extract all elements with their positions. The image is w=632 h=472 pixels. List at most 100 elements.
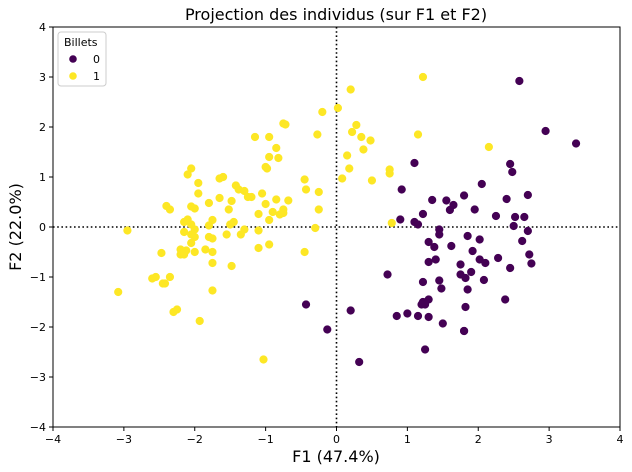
legend-marker-1 bbox=[69, 72, 77, 80]
data-point-series-1 bbox=[187, 164, 196, 173]
data-point-series-0 bbox=[468, 246, 477, 256]
data-point-series-1 bbox=[274, 153, 283, 163]
data-point-series-1 bbox=[194, 189, 203, 198]
data-point-series-0 bbox=[525, 250, 534, 259]
x-tick-label: 0 bbox=[333, 433, 340, 446]
data-point-series-0 bbox=[442, 196, 451, 205]
x-tick-label: −3 bbox=[116, 433, 132, 446]
data-point-series-0 bbox=[477, 179, 486, 189]
data-point-series-0 bbox=[509, 221, 518, 231]
data-point-series-0 bbox=[470, 205, 479, 214]
data-point-series-1 bbox=[222, 230, 231, 239]
data-point-series-1 bbox=[343, 151, 352, 160]
data-point-series-1 bbox=[357, 132, 366, 142]
data-point-series-1 bbox=[284, 196, 293, 205]
data-point-series-0 bbox=[447, 241, 456, 251]
legend-label-0: 0 bbox=[93, 53, 100, 66]
data-point-series-0 bbox=[493, 253, 503, 263]
data-point-series-0 bbox=[502, 194, 511, 204]
data-point-series-1 bbox=[208, 258, 217, 268]
data-point-series-1 bbox=[208, 247, 217, 257]
data-point-series-0 bbox=[571, 139, 581, 148]
data-point-series-1 bbox=[240, 186, 249, 196]
data-point-series-1 bbox=[418, 72, 428, 82]
data-point-series-1 bbox=[208, 234, 217, 243]
data-point-series-1 bbox=[227, 261, 236, 271]
data-point-series-0 bbox=[523, 190, 532, 200]
data-point-series-0 bbox=[301, 300, 311, 309]
data-point-series-1 bbox=[215, 174, 224, 183]
data-point-series-1 bbox=[261, 199, 270, 209]
x-tick-label: 3 bbox=[546, 433, 553, 446]
data-point-series-1 bbox=[318, 107, 327, 117]
series-1 bbox=[114, 72, 493, 364]
data-point-series-0 bbox=[396, 215, 405, 224]
chart-title: Projection des individus (sur F1 et F2) bbox=[185, 5, 487, 24]
data-point-series-0 bbox=[459, 326, 469, 336]
data-point-series-0 bbox=[508, 167, 517, 177]
data-point-series-0 bbox=[424, 237, 433, 247]
x-axis: −4 −3 −2 −1 0 1 2 3 4 bbox=[45, 427, 624, 446]
x-tick-label: 2 bbox=[475, 433, 482, 446]
data-point-series-0 bbox=[323, 325, 332, 334]
data-point-series-1 bbox=[190, 247, 199, 257]
y-tick-label: −4 bbox=[30, 421, 46, 434]
data-point-series-1 bbox=[338, 174, 347, 183]
data-point-series-1 bbox=[333, 103, 343, 113]
data-point-series-1 bbox=[204, 221, 214, 230]
data-point-series-1 bbox=[201, 245, 210, 254]
data-point-series-0 bbox=[501, 295, 510, 304]
data-point-series-1 bbox=[148, 274, 157, 283]
data-point-series-0 bbox=[428, 195, 437, 205]
data-point-series-1 bbox=[204, 198, 214, 208]
data-point-series-0 bbox=[475, 235, 484, 244]
data-point-series-0 bbox=[523, 226, 532, 236]
x-tick-label: −4 bbox=[45, 433, 61, 446]
legend-label-1: 1 bbox=[93, 70, 100, 83]
x-tick-label: 4 bbox=[617, 433, 624, 446]
data-point-series-0 bbox=[418, 209, 428, 219]
data-point-series-1 bbox=[247, 192, 256, 202]
y-axis-label: F2 (22.0%) bbox=[6, 183, 25, 271]
data-point-series-1 bbox=[226, 220, 235, 229]
data-point-series-0 bbox=[424, 257, 433, 267]
data-point-series-0 bbox=[467, 267, 476, 277]
data-point-series-1 bbox=[347, 127, 357, 137]
data-point-series-0 bbox=[481, 258, 490, 268]
data-point-series-0 bbox=[355, 357, 364, 367]
data-point-series-0 bbox=[383, 270, 392, 279]
data-point-series-1 bbox=[180, 217, 189, 227]
data-point-series-1 bbox=[413, 130, 423, 139]
data-point-series-1 bbox=[194, 178, 203, 188]
data-point-series-1 bbox=[257, 189, 267, 198]
data-point-series-1 bbox=[281, 120, 290, 129]
x-axis-label: F1 (47.4%) bbox=[292, 447, 380, 466]
data-point-series-1 bbox=[215, 193, 224, 203]
data-point-series-1 bbox=[300, 175, 309, 184]
data-point-series-0 bbox=[431, 255, 440, 264]
data-point-series-0 bbox=[518, 236, 527, 246]
y-tick-label: −1 bbox=[30, 271, 46, 284]
data-points bbox=[114, 72, 581, 367]
data-point-series-1 bbox=[195, 316, 204, 326]
data-point-series-0 bbox=[435, 230, 444, 239]
data-point-series-0 bbox=[420, 345, 430, 354]
data-point-series-0 bbox=[491, 211, 501, 221]
y-tick-label: −3 bbox=[30, 371, 46, 384]
x-tick-label: −2 bbox=[187, 433, 203, 446]
data-point-series-0 bbox=[506, 159, 515, 169]
data-point-series-0 bbox=[461, 302, 470, 312]
data-point-series-1 bbox=[254, 209, 263, 219]
data-point-series-1 bbox=[265, 152, 274, 162]
legend: Billets 0 1 bbox=[57, 31, 107, 87]
data-point-series-1 bbox=[259, 355, 268, 364]
data-point-series-0 bbox=[397, 185, 406, 194]
data-point-series-1 bbox=[268, 207, 277, 217]
data-point-series-0 bbox=[435, 276, 444, 285]
data-point-series-0 bbox=[424, 312, 433, 322]
data-point-series-0 bbox=[515, 76, 524, 86]
data-point-series-1 bbox=[236, 230, 245, 239]
data-point-series-1 bbox=[313, 130, 322, 139]
data-point-series-0 bbox=[511, 212, 520, 222]
data-point-series-1 bbox=[311, 223, 320, 233]
